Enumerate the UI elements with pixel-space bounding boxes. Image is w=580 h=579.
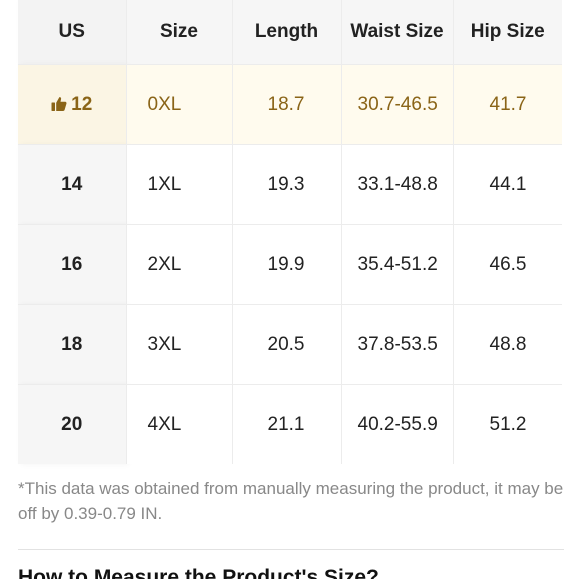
hip-size-cell: 41.7	[453, 64, 562, 145]
header-length: Length	[232, 0, 342, 65]
length-cell: 19.3	[232, 144, 342, 225]
measurement-disclaimer: *This data was obtained from manually me…	[18, 479, 564, 523]
table-row: 12 0XL 18.7 30.7-46.5 41.7	[18, 64, 562, 145]
length-cell: 20.5	[232, 304, 342, 385]
hip-size-cell: 46.5	[453, 224, 562, 305]
header-size: Size	[126, 0, 233, 65]
header-hip-size: Hip Size	[453, 0, 562, 65]
us-size-cell: 20	[18, 384, 127, 464]
thumbs-up-icon	[51, 96, 67, 111]
hip-size-cell: 44.1	[453, 144, 562, 225]
waist-size-cell: 37.8-53.5	[341, 304, 454, 385]
table-row: 20 4XL 21.1 40.2-55.9 51.2	[18, 384, 562, 464]
how-to-measure-heading[interactable]: How to Measure the Product's Size?	[18, 566, 379, 579]
table-header-row: US Size Length Waist Size Hip Size	[18, 0, 562, 65]
us-size-cell: 18	[18, 304, 127, 385]
length-cell: 21.1	[232, 384, 342, 464]
table-row: 14 1XL 19.3 33.1-48.8 44.1	[18, 144, 562, 225]
header-us: US	[18, 0, 127, 65]
header-waist-size: Waist Size	[341, 0, 454, 65]
us-size-cell: 14	[18, 144, 127, 225]
size-cell: 2XL	[126, 224, 233, 305]
size-cell: 0XL	[126, 64, 233, 145]
size-cell: 4XL	[126, 384, 233, 464]
length-cell: 19.9	[232, 224, 342, 305]
us-size-value: 12	[71, 93, 93, 115]
us-size-cell: 12	[18, 64, 127, 145]
table-row: 16 2XL 19.9 35.4-51.2 46.5	[18, 224, 562, 305]
size-cell: 3XL	[126, 304, 233, 385]
waist-size-cell: 35.4-51.2	[341, 224, 454, 305]
size-chart-table: US Size Length Waist Size Hip Size 12 0X…	[18, 0, 562, 464]
size-cell: 1XL	[126, 144, 233, 225]
waist-size-cell: 30.7-46.5	[341, 64, 454, 145]
hip-size-cell: 48.8	[453, 304, 562, 385]
waist-size-cell: 33.1-48.8	[341, 144, 454, 225]
table-row: 18 3XL 20.5 37.8-53.5 48.8	[18, 304, 562, 385]
us-size-cell: 16	[18, 224, 127, 305]
length-cell: 18.7	[232, 64, 342, 145]
section-divider	[18, 549, 564, 550]
hip-size-cell: 51.2	[453, 384, 562, 464]
waist-size-cell: 40.2-55.9	[341, 384, 454, 464]
